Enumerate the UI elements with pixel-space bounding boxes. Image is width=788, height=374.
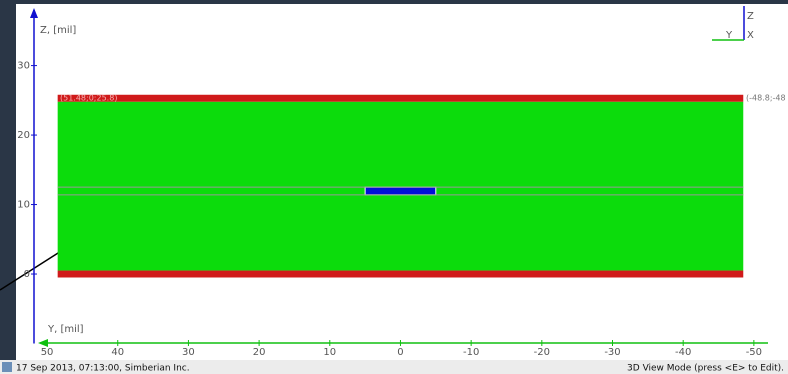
y-tick-label: 20 — [253, 347, 266, 358]
y-tick-label: 10 — [323, 347, 336, 358]
shape — [365, 187, 436, 195]
shape — [58, 271, 744, 278]
y-tick-label: 40 — [111, 347, 124, 358]
z-tick-label: 20 — [17, 130, 30, 141]
page: {"view": { "z_axis": {"label": "Z, [mil]… — [0, 0, 788, 374]
y-tick-label: 50 — [41, 347, 54, 358]
y-axis-label: Y, [mil] — [47, 324, 84, 335]
y-tick-label: -40 — [675, 347, 691, 358]
y-tick-label: -30 — [604, 347, 620, 358]
corner-right: (-48.8;-48 — [746, 94, 786, 103]
shape — [58, 95, 744, 102]
footer-left: 17 Sep 2013, 07:13:00, Simberian Inc. — [16, 364, 190, 374]
viewport: 17 Sep 2013, 07:13:00, Simberian Inc. 3D… — [0, 0, 788, 374]
y-tick-label: -50 — [746, 347, 762, 358]
y-tick-label: -20 — [534, 347, 550, 358]
z-axis-label: Z, [mil] — [40, 25, 76, 36]
status-icon — [2, 362, 12, 372]
triad-x-label: X — [747, 30, 754, 41]
corner-left: (51.48;0;25.8) — [60, 94, 117, 103]
z-tick-label: 30 — [17, 61, 30, 72]
y-tick-label: 30 — [182, 347, 195, 358]
z-tick-label: 10 — [17, 200, 30, 211]
z-tick-label: 0 — [24, 269, 30, 280]
footer-right: 3D View Mode (press <E> to Edit). — [627, 364, 784, 374]
triad-z-label: Z — [747, 11, 754, 22]
triad-y-label: Y — [725, 30, 733, 41]
shape — [58, 102, 744, 271]
y-tick-label: 0 — [397, 347, 403, 358]
y-tick-label: -10 — [463, 347, 479, 358]
